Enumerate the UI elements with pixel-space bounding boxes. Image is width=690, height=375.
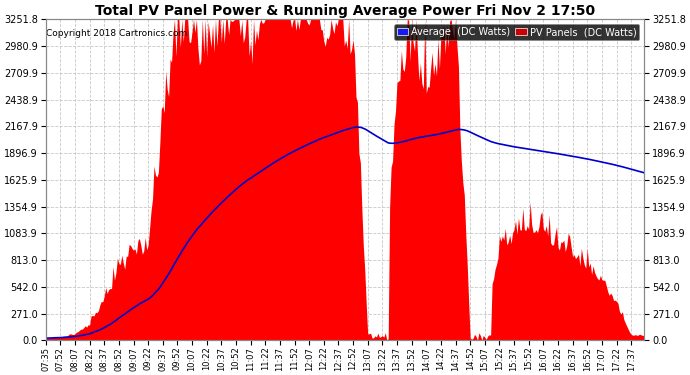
Text: Copyright 2018 Cartronics.com: Copyright 2018 Cartronics.com bbox=[46, 29, 188, 38]
Legend: Average  (DC Watts), PV Panels  (DC Watts): Average (DC Watts), PV Panels (DC Watts) bbox=[394, 24, 640, 40]
Title: Total PV Panel Power & Running Average Power Fri Nov 2 17:50: Total PV Panel Power & Running Average P… bbox=[95, 4, 595, 18]
